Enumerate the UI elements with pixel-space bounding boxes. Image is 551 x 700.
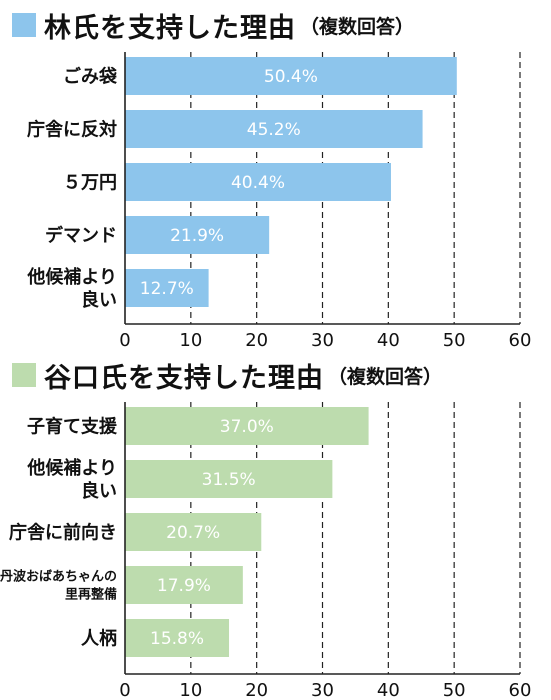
bar-value-label: 37.0% <box>220 417 274 437</box>
bar-chart-plot: 0 10 20 30 40 50 60 50.4% ごみ袋 45.2% 庁舎に反対 40.4% ５万円 2… <box>26 52 532 351</box>
category-label: 人柄 <box>81 628 117 649</box>
x-tick-label: 30 <box>311 680 334 700</box>
x-tick-label: 20 <box>245 330 268 351</box>
legend-square <box>12 363 36 387</box>
category-label: 良い <box>81 289 117 311</box>
bar <box>125 57 457 95</box>
bar <box>125 163 391 201</box>
chart-title: 林氏を支持した理由 <box>44 12 296 44</box>
bar <box>125 460 333 498</box>
bar <box>125 619 230 657</box>
bar-value-label: 17.9% <box>157 576 211 596</box>
chart-subtitle: （複数回答） <box>300 15 415 38</box>
x-tick-label: 40 <box>377 330 400 351</box>
category-label: 里再整備 <box>65 587 117 603</box>
x-tick-label: 0 <box>119 680 130 700</box>
chart-hayashi: 林氏を支持した理由 （複数回答） 0 10 20 30 40 50 60 50.4% ごみ袋 45… <box>0 8 551 351</box>
bar <box>125 216 270 254</box>
x-tick-label: 10 <box>179 680 202 700</box>
chart-taniguchi: 谷口氏を支持した理由 （複数回答） 0 10 20 30 40 50 60 37.0% 子育て支… <box>0 358 551 700</box>
bar-value-label: 40.4% <box>231 173 285 193</box>
x-tick-label: 50 <box>443 330 466 351</box>
x-tick-label: 0 <box>119 330 130 351</box>
category-label: ごみ袋 <box>63 65 118 87</box>
category-label: 他候補より <box>26 266 117 288</box>
chart-title: 谷口氏を支持した理由 <box>44 362 324 394</box>
category-label: 丹波おばあちゃんの <box>0 569 117 585</box>
chart-header: 林氏を支持した理由 （複数回答） <box>12 8 415 44</box>
category-label: 他候補より <box>26 457 117 479</box>
bar <box>125 407 369 445</box>
category-label: 良い <box>81 480 117 502</box>
bar-value-label: 50.4% <box>264 67 318 87</box>
bar-value-label: 45.2% <box>247 120 301 140</box>
category-label: ５万円 <box>63 172 117 193</box>
x-tick-label: 40 <box>377 680 400 700</box>
chart-subtitle: （複数回答） <box>328 365 443 388</box>
bar <box>125 513 262 551</box>
category-label: デマンド <box>45 224 117 246</box>
bar-value-label: 20.7% <box>166 523 220 543</box>
x-tick-label: 60 <box>509 330 532 351</box>
category-label: 庁舎に前向き <box>9 521 117 543</box>
x-tick-label: 20 <box>245 680 268 700</box>
bar-value-label: 15.8% <box>150 629 204 649</box>
x-tick-label: 50 <box>443 680 466 700</box>
bar-value-label: 12.7% <box>140 279 194 299</box>
chart-header: 谷口氏を支持した理由 （複数回答） <box>12 358 443 394</box>
bar-value-label: 21.9% <box>170 226 224 246</box>
bar <box>125 566 243 604</box>
x-tick-label: 10 <box>179 330 202 351</box>
legend-square <box>12 13 36 37</box>
bar <box>125 110 423 148</box>
category-label: 庁舎に反対 <box>27 118 117 140</box>
bar <box>125 269 209 307</box>
x-tick-label: 60 <box>509 680 532 700</box>
x-tick-label: 30 <box>311 330 334 351</box>
bar-value-label: 31.5% <box>202 470 256 490</box>
category-label: 子育て支援 <box>27 415 118 437</box>
